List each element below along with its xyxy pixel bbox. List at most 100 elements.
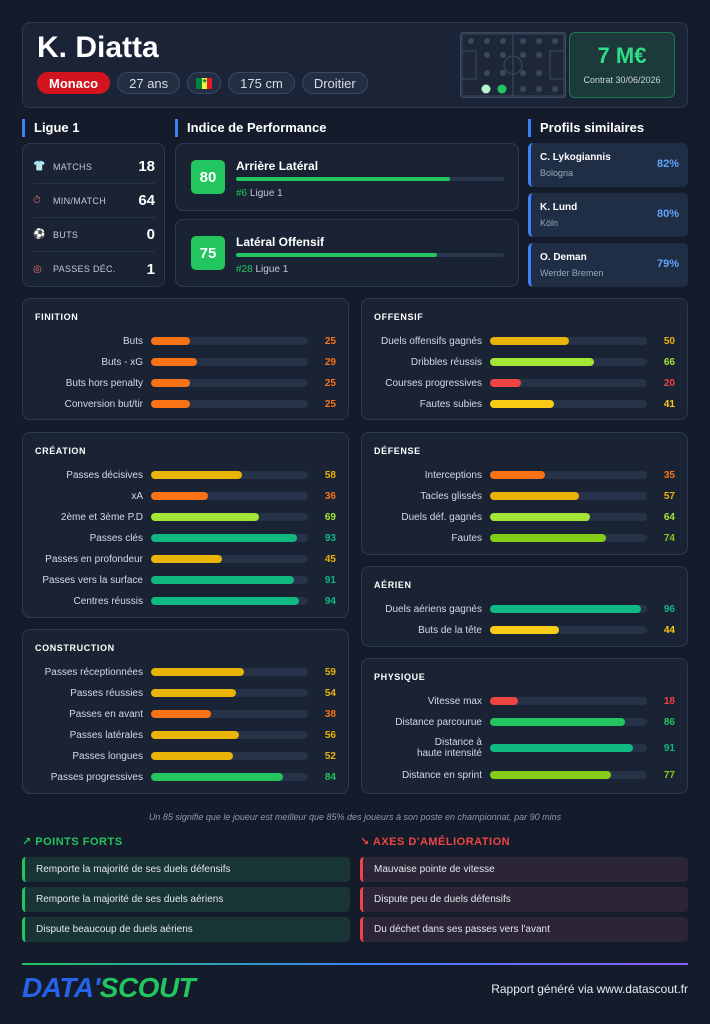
metric-label: Centres réussis xyxy=(73,595,143,607)
metric-bar xyxy=(151,555,308,563)
metric-bar-fill xyxy=(490,400,555,408)
metric-label: Duels aériens gagnés xyxy=(385,603,482,615)
metric-row: Tacles glissés 57 xyxy=(362,489,687,503)
metric-label: Passes vers la surface xyxy=(42,574,143,586)
metric-bar-fill xyxy=(151,752,233,760)
pitch-icon xyxy=(461,33,565,97)
metric-bar xyxy=(151,710,308,718)
metric-bar xyxy=(151,513,308,521)
metric-label: Buts - xG xyxy=(101,356,143,368)
metric-bar-fill xyxy=(151,358,197,366)
metric-value: 64 xyxy=(663,511,675,523)
aerien-card: AÉRIEN Duels aériens gagnés 96 Buts de la … xyxy=(361,566,688,647)
construction-card: CONSTRUCTION Passes réceptionnées 59 Passe… xyxy=(22,629,349,794)
metric-bar-fill xyxy=(151,492,208,500)
metric-label: Passes latérales xyxy=(69,729,143,741)
metric-bar xyxy=(151,358,308,366)
performance-rank: #28 Ligue 1 xyxy=(236,264,289,275)
metric-bar-fill xyxy=(151,773,283,781)
metric-row: Interceptions 35 xyxy=(362,468,687,482)
metric-value: 20 xyxy=(663,377,675,389)
star-icon: ★ xyxy=(201,77,208,85)
similar-profile-2[interactable]: K. Lund Köln 80% xyxy=(528,193,688,237)
metric-row: Duels aériens gagnés 96 xyxy=(362,602,687,616)
metric-row: Passes en avant 38 xyxy=(23,707,348,721)
metric-row: Buts - xG 29 xyxy=(23,355,348,369)
senegal-flag-icon: ★ xyxy=(196,77,213,89)
metric-row: Duels offensifs gagnés 50 xyxy=(362,334,687,348)
metric-bar-fill xyxy=(490,626,560,634)
metric-value: 54 xyxy=(324,687,336,699)
metric-bar xyxy=(151,471,308,479)
player-header: K. Diatta Monaco 27 ans ★ 175 cm Droitie… xyxy=(22,22,688,108)
metric-bar xyxy=(490,400,647,408)
similar-profile-3[interactable]: O. Deman Werder Bremen 79% xyxy=(528,243,688,287)
metric-row: Passes en profondeur 45 xyxy=(23,552,348,566)
stat-row-minutes: ⏱ MIN/MATCH 64 xyxy=(33,184,155,218)
metric-bar xyxy=(151,576,308,584)
metric-bar-fill xyxy=(490,379,522,387)
metric-value: 96 xyxy=(663,603,675,615)
metric-value: 29 xyxy=(324,356,336,368)
age-chip: 27 ans xyxy=(117,72,181,94)
metric-bar-fill xyxy=(151,555,222,563)
performance-card-2: 75 Latéral Offensif #28 Ligue 1 xyxy=(175,219,519,287)
metric-value: 91 xyxy=(663,742,675,754)
metric-row: Passes décisives 58 xyxy=(23,468,348,482)
metric-value: 52 xyxy=(324,750,336,762)
position-pitch xyxy=(460,32,566,98)
metric-label: Passes clés xyxy=(89,532,143,544)
metric-bar-fill xyxy=(151,471,243,479)
metric-bar-fill xyxy=(151,689,236,697)
performance-section-title: Indice de Performance xyxy=(175,119,326,137)
performance-bar xyxy=(236,253,504,257)
metric-label: Duels offensifs gagnés xyxy=(381,335,482,347)
stat-row-goals: ⚽ BUTS 0 xyxy=(33,218,155,252)
metric-bar-fill xyxy=(490,471,545,479)
weakness-item: Mauvaise pointe de vitesse xyxy=(360,857,688,882)
market-value: 7 M€ Contrat 30/06/2026 xyxy=(569,32,675,98)
metric-bar xyxy=(151,492,308,500)
strength-item: Dispute beaucoup de duels aériens xyxy=(22,917,350,942)
metric-bar xyxy=(151,773,308,781)
card-title: DÉFENSE xyxy=(374,446,421,456)
metric-value: 25 xyxy=(324,377,336,389)
metric-bar-fill xyxy=(151,379,191,387)
metric-value: 93 xyxy=(324,532,336,544)
card-title: FINITION xyxy=(35,312,79,322)
metric-label: Distance à haute intensité xyxy=(416,737,482,759)
metric-bar-fill xyxy=(490,513,591,521)
similar-profile-1[interactable]: C. Lykogiannis Bologna 82% xyxy=(528,143,688,187)
metric-bar xyxy=(490,626,647,634)
metric-bar xyxy=(490,718,647,726)
metric-bar xyxy=(151,379,308,387)
metric-bar xyxy=(490,534,647,542)
creation-card: CRÉATION Passes décisives 58 xA 36 2ème et 3… xyxy=(22,432,349,618)
metric-label: Duels déf. gagnés xyxy=(401,511,482,523)
percentile-note: Un 85 signifie que le joueur est meilleu… xyxy=(148,812,562,822)
metric-value: 59 xyxy=(324,666,336,678)
metric-value: 50 xyxy=(663,335,675,347)
metric-value: 25 xyxy=(324,335,336,347)
metric-bar xyxy=(490,605,647,613)
metric-bar-fill xyxy=(151,597,299,605)
performance-bar xyxy=(236,177,504,181)
foot-chip: Droitier xyxy=(301,72,368,94)
metric-label: Distance en sprint xyxy=(401,769,482,781)
metric-row: Centres réussis 94 xyxy=(23,594,348,608)
metric-bar xyxy=(151,534,308,542)
metric-label: Conversion but/tir xyxy=(64,398,143,410)
metric-bar-fill xyxy=(490,744,633,752)
player-name: K. Diatta xyxy=(37,31,159,64)
performance-role: Latéral Offensif xyxy=(236,235,325,249)
similar-section-title: Profils similaires xyxy=(528,119,644,137)
similar-name: C. Lykogiannis xyxy=(540,152,611,163)
strengths-title: ↗ POINTS FORTS xyxy=(22,836,123,848)
metric-bar-fill xyxy=(151,513,260,521)
metric-label: Passes décisives xyxy=(66,469,143,481)
metric-label: Courses progressives xyxy=(385,377,482,389)
performance-card-1: 80 Arrière Latéral #6 Ligue 1 xyxy=(175,143,519,211)
similar-name: O. Deman xyxy=(540,252,587,263)
footer-text[interactable]: Rapport généré via www.datascout.fr xyxy=(491,982,688,996)
contract-date: Contrat 30/06/2026 xyxy=(583,75,661,85)
